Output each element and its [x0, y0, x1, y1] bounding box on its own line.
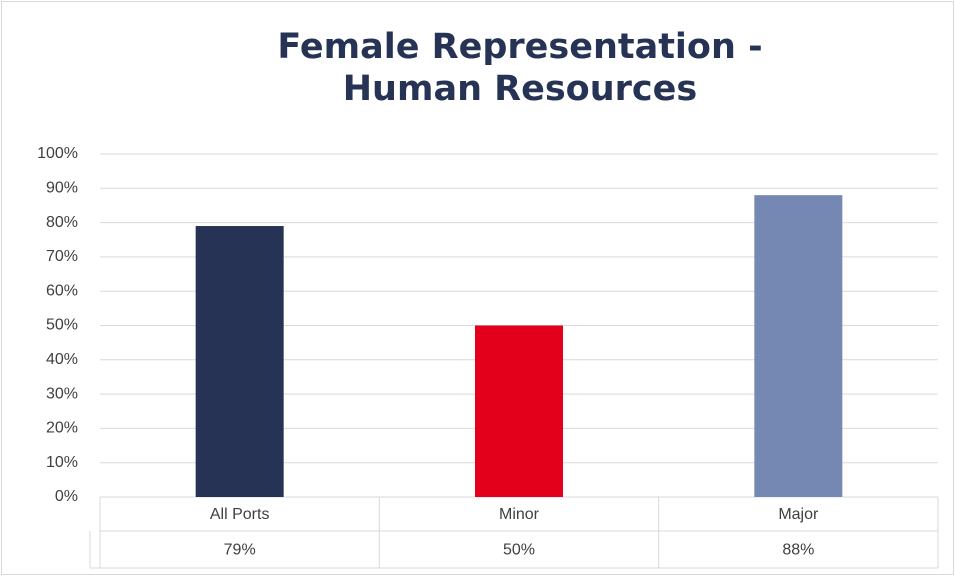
y-tick-label: 50% [46, 317, 78, 334]
y-tick-label: 60% [46, 282, 78, 299]
bar [754, 195, 843, 497]
chart-title: Female Representation - Human Resources [277, 27, 763, 109]
data-label: 50% [503, 542, 535, 559]
data-label: 88% [782, 542, 814, 559]
data-label: 79% [224, 542, 256, 559]
y-tick-label: 20% [46, 420, 78, 437]
y-tick-label: 90% [46, 180, 78, 197]
y-tick-label: 100% [37, 145, 78, 162]
x-tick-label: All Ports [210, 506, 270, 523]
x-tick-label: Major [778, 506, 819, 523]
bar [195, 226, 284, 497]
y-tick-label: 0% [55, 488, 78, 505]
y-tick-label: 80% [46, 214, 78, 231]
y-tick-label: 10% [46, 454, 78, 471]
y-tick-label: 70% [46, 248, 78, 265]
x-tick-label: Minor [499, 506, 540, 523]
y-tick-label: 40% [46, 351, 78, 368]
y-tick-label: 30% [46, 385, 78, 402]
bar [475, 325, 563, 497]
